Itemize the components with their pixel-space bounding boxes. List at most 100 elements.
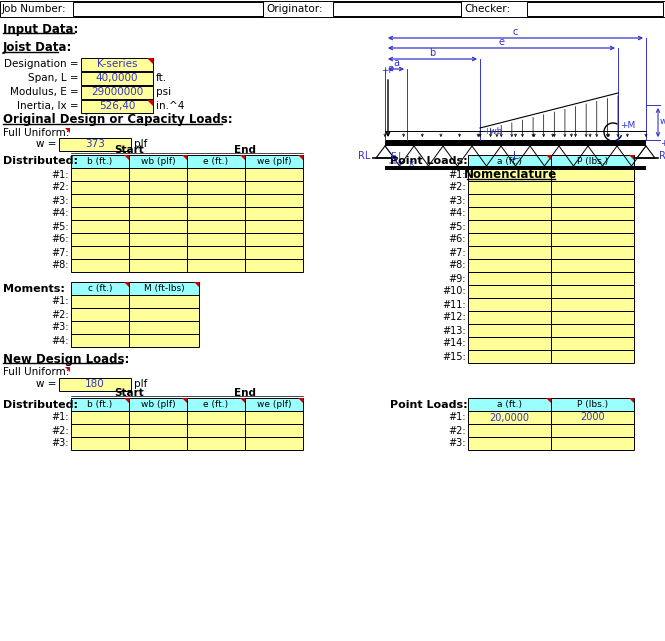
Bar [245, 207, 303, 220]
Text: #3:: #3: [51, 196, 69, 206]
Text: #9:: #9: [448, 274, 466, 283]
Bar [129, 168, 187, 181]
Text: #1:: #1: [448, 413, 466, 422]
Text: c (ft.): c (ft.) [88, 284, 112, 293]
Bar [551, 181, 634, 194]
Text: x: x [409, 158, 414, 167]
Text: #2:: #2: [51, 310, 69, 319]
Bar [71, 437, 129, 450]
Text: in.^4: in.^4 [156, 101, 184, 111]
Bar [468, 233, 551, 246]
Text: E,I: E,I [390, 151, 401, 160]
Text: #1:: #1: [448, 169, 466, 179]
Bar [468, 424, 551, 437]
Bar [468, 411, 551, 424]
Polygon shape [240, 398, 245, 403]
Bar [468, 220, 551, 233]
Bar [551, 259, 634, 272]
Bar [468, 259, 551, 272]
Bar [129, 259, 187, 272]
Bar [71, 424, 129, 437]
Text: w =: w = [37, 379, 57, 389]
Bar [129, 308, 199, 321]
Text: Nomenclature: Nomenclature [464, 167, 557, 181]
Bar [245, 411, 303, 424]
Bar [71, 334, 129, 347]
Bar [187, 259, 245, 272]
Bar [187, 220, 245, 233]
Polygon shape [147, 58, 153, 64]
Polygon shape [147, 100, 153, 106]
Text: #3:: #3: [448, 196, 466, 206]
Bar [71, 282, 129, 295]
Bar [81, 100, 153, 113]
Bar [551, 168, 634, 181]
Text: L: L [513, 151, 519, 161]
Text: e (ft.): e (ft.) [203, 157, 229, 166]
Bar [551, 398, 634, 411]
Bar [71, 181, 129, 194]
Text: #5:: #5: [51, 222, 69, 231]
Bar [187, 246, 245, 259]
Bar [245, 398, 303, 411]
Text: wb (plf): wb (plf) [141, 157, 176, 166]
Text: #1:: #1: [51, 297, 69, 306]
Text: Distributed:: Distributed: [3, 399, 78, 410]
Text: Moments:: Moments: [3, 283, 65, 294]
Text: #8:: #8: [51, 260, 69, 271]
Polygon shape [194, 282, 199, 287]
Bar [81, 58, 153, 71]
Text: b (ft.): b (ft.) [87, 400, 112, 409]
Text: #1:: #1: [51, 169, 69, 179]
Bar [468, 398, 551, 411]
Bar [187, 437, 245, 450]
Bar [385, 166, 646, 170]
Text: Full Uniform:: Full Uniform: [3, 367, 69, 377]
Polygon shape [298, 398, 303, 403]
Bar [71, 155, 129, 168]
Bar [129, 424, 187, 437]
Bar [129, 246, 187, 259]
Bar [187, 155, 245, 168]
Text: Originator:: Originator: [266, 4, 323, 14]
Bar [73, 2, 263, 16]
Text: #14:: #14: [442, 338, 466, 349]
Text: Checker:: Checker: [464, 4, 510, 14]
Text: w =: w = [37, 139, 57, 149]
Bar [81, 72, 153, 85]
Bar [468, 168, 551, 181]
Bar [187, 411, 245, 424]
Bar [129, 220, 187, 233]
Polygon shape [240, 155, 245, 160]
Bar [129, 194, 187, 207]
Text: b: b [430, 48, 436, 58]
Text: we (plf): we (plf) [257, 400, 291, 409]
Text: 180: 180 [85, 379, 105, 389]
Bar [551, 285, 634, 298]
Text: #2:: #2: [51, 426, 69, 435]
Bar [71, 246, 129, 259]
Bar [71, 321, 129, 334]
Bar [129, 295, 199, 308]
Bar [245, 168, 303, 181]
Text: we: we [660, 117, 665, 126]
Text: Point Loads:: Point Loads: [390, 156, 467, 167]
Text: #11:: #11: [442, 299, 466, 310]
Polygon shape [546, 155, 551, 160]
Bar [71, 220, 129, 233]
Bar [129, 233, 187, 246]
Bar [333, 2, 461, 16]
Bar [551, 337, 634, 350]
Text: RR: RR [659, 151, 665, 161]
Text: End: End [234, 388, 256, 398]
Bar [468, 311, 551, 324]
Text: M (ft-lbs): M (ft-lbs) [144, 284, 184, 293]
Text: #10:: #10: [442, 287, 466, 297]
Text: #4:: #4: [51, 335, 69, 345]
Bar [0, 1, 665, 17]
Text: End: End [234, 145, 256, 155]
Text: #12:: #12: [442, 313, 466, 322]
Text: #13:: #13: [442, 326, 466, 335]
Bar [527, 2, 663, 16]
Bar [551, 233, 634, 246]
